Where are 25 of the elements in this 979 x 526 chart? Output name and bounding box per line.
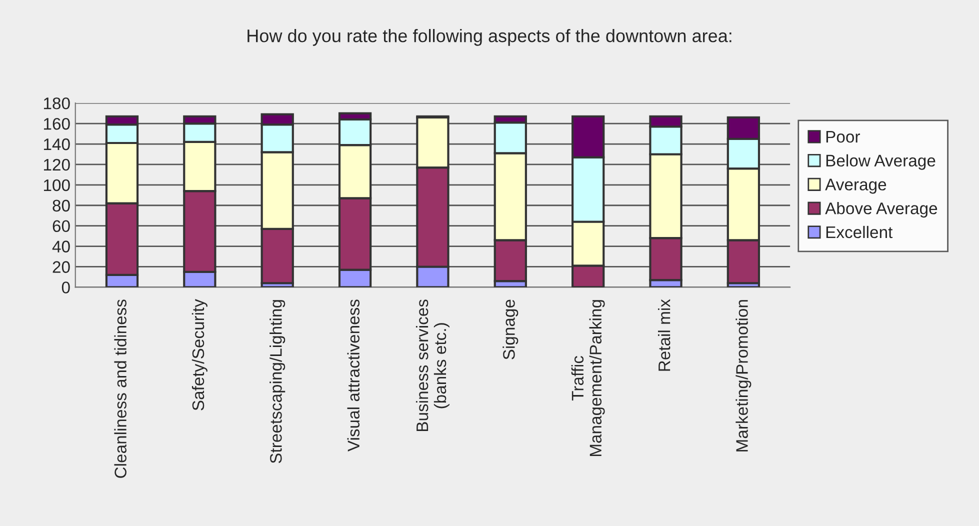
y-tick-label: 60 bbox=[52, 220, 70, 232]
y-tick-label: 160 bbox=[44, 118, 70, 130]
legend-label: Below Average bbox=[826, 154, 936, 170]
x-tick-label: Safety/Security bbox=[192, 299, 208, 410]
chart-title: How do you rate the following aspects of the downtown area: bbox=[248, 28, 732, 46]
x-tick-label: Signage bbox=[502, 300, 518, 360]
x-tick-label: Marketing/Promotion bbox=[736, 300, 752, 452]
y-tick-label: 20 bbox=[52, 261, 70, 273]
x-tick-label: Visual attractiveness bbox=[347, 300, 360, 452]
x-tick-label: Retail mix bbox=[658, 299, 670, 371]
x-tick-label: Cleanliness and tidiness bbox=[114, 300, 126, 478]
y-tick-label: 0 bbox=[62, 282, 70, 294]
y-tick-label: 100 bbox=[44, 179, 70, 192]
x-tick-label: Business services (banks etc.) bbox=[416, 300, 450, 432]
legend-label: Above Average bbox=[825, 202, 938, 218]
legend-label: Poor bbox=[826, 131, 860, 143]
legend-label: Excellent bbox=[826, 226, 893, 238]
x-tick-label: Streetscaping/Lighting bbox=[270, 300, 286, 464]
y-tick-label: 140 bbox=[44, 138, 70, 150]
y-tick-label: 180 bbox=[44, 97, 70, 110]
y-tick-label: 40 bbox=[52, 240, 70, 252]
y-tick-label: 120 bbox=[44, 158, 70, 171]
y-tick-label: 80 bbox=[52, 200, 70, 212]
x-tick-label: Traffic Management/Parking bbox=[571, 300, 605, 456]
legend-label: Average bbox=[825, 178, 886, 194]
